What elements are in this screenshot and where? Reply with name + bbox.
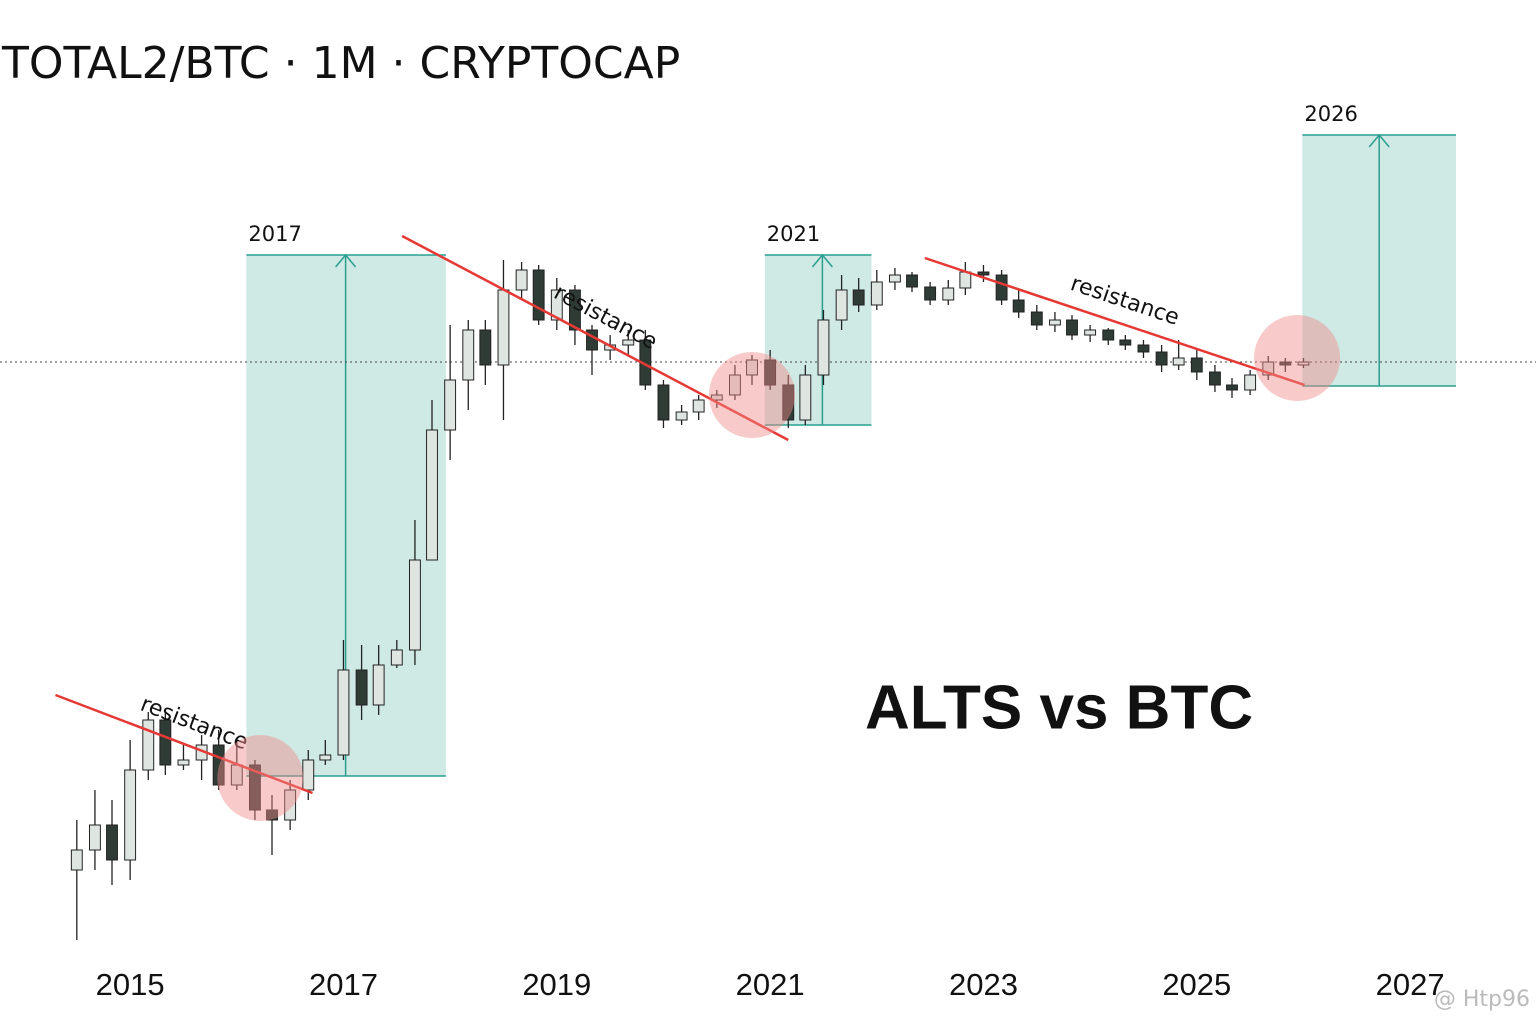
x-tick-label: 2019 [522,967,591,1002]
candle-body [106,824,118,861]
candle-body [622,339,635,346]
resistance-label: resistance [1067,271,1182,330]
candle-body [355,669,368,706]
candle-body [568,289,581,331]
candle-body [1190,357,1203,373]
candle-body [177,759,190,766]
candle-body [284,789,297,821]
x-tick-label: 2023 [949,967,1018,1002]
x-tick-label: 2025 [1162,967,1231,1002]
candle-body [248,764,261,811]
candle-body [1226,384,1238,391]
candle-body [906,274,918,288]
candle-body [444,379,457,431]
resistance-line [924,256,1305,387]
chart-title: TOTAL2/BTC · 1M · CRYPTOCAP [1,38,680,89]
candle-body [852,289,865,306]
candle-body [70,849,83,871]
x-tick-label: 2015 [96,967,165,1002]
candle-body [212,744,225,786]
breakout-highlight [217,735,304,821]
candle-body [675,411,688,421]
candle-body [1066,319,1078,336]
zone-label: 2021 [767,222,820,246]
candle-body [1119,339,1132,346]
x-tick-label: 2017 [309,967,378,1002]
candle-body [1012,299,1025,313]
candle-body [870,281,883,306]
candle-body [515,269,528,291]
breakout-highlight [1254,315,1341,401]
candle-body [302,759,315,791]
candle-body [1279,361,1292,366]
candle-body [1102,329,1115,341]
x-tick-label: 2021 [736,967,805,1002]
zone-arrowhead [335,253,357,268]
candle-body [1297,361,1310,366]
candle-body [835,289,848,321]
candle-body [390,649,403,666]
candle-body [817,319,830,376]
candle-body [942,287,955,301]
candle-body [1048,319,1061,326]
candle-body [959,271,972,289]
resistance-line [55,693,313,795]
candle-body [746,359,758,376]
candle-body [319,754,332,761]
candle-body [1084,329,1097,336]
candle-body [337,669,350,756]
candle-body [479,329,492,366]
watermark: @ Htp96 [1434,987,1530,1012]
candle-body [266,809,278,821]
candle-body [532,269,545,321]
candle-body [1244,374,1257,391]
candle-body [977,271,990,276]
x-tick-label: 2027 [1376,967,1445,1002]
zone-label: 2017 [248,222,301,246]
headline: ALTS vs BTC [865,673,1253,742]
candle-body [124,769,137,861]
candle-body [924,286,937,301]
candle-body [550,289,563,321]
zone-arrowhead [811,253,833,268]
candle-body [426,429,438,561]
candle-body [657,384,670,421]
zones: 2017 2021 2026 [246,102,1456,777]
candle-body [692,399,705,413]
resistance-line [401,234,789,442]
candle-body [497,289,510,366]
candle-body [888,274,901,283]
candle-body [764,359,777,386]
candle-body [142,719,155,771]
candle-body [408,559,421,651]
candle-body [799,374,812,421]
candle-body [1137,344,1150,353]
candle-body [1155,351,1168,366]
candle-body [995,274,1008,301]
candle-body [159,719,172,766]
zone-arrowhead [1368,133,1390,148]
candle-body [710,394,723,401]
candle-body [88,824,101,851]
candle-body [372,664,385,706]
candle-body [1262,361,1275,376]
candle-body [728,374,741,396]
breakout-highlight [709,352,795,438]
candle-body [1030,311,1043,326]
candle-body [782,384,795,421]
candle-body [1208,371,1221,386]
candle-body [462,329,475,381]
candle-body [1172,357,1185,366]
zone-label: 2026 [1304,102,1357,126]
